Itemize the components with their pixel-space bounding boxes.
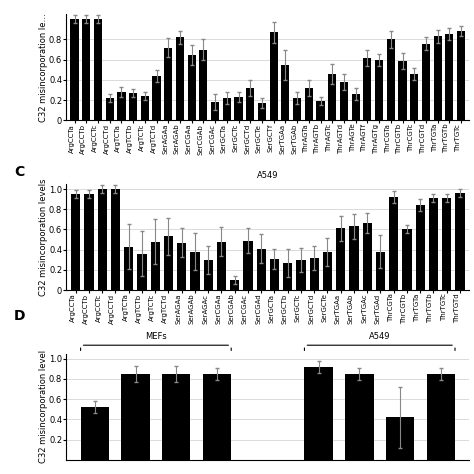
Bar: [153, 76, 161, 120]
Bar: [121, 374, 150, 460]
Text: MEFs: MEFs: [145, 332, 167, 341]
Bar: [84, 194, 93, 290]
Bar: [345, 374, 374, 460]
Bar: [336, 228, 346, 290]
Bar: [124, 246, 133, 290]
Bar: [293, 98, 301, 120]
Bar: [310, 258, 319, 290]
Bar: [71, 194, 80, 290]
Bar: [305, 88, 313, 120]
Bar: [317, 101, 325, 120]
Bar: [137, 254, 146, 290]
Bar: [352, 94, 360, 120]
Bar: [106, 98, 114, 120]
Bar: [270, 32, 278, 120]
Bar: [387, 39, 395, 120]
Bar: [296, 260, 306, 290]
Bar: [129, 93, 137, 120]
Bar: [402, 229, 411, 290]
Text: A549: A549: [257, 171, 279, 180]
Bar: [177, 243, 186, 290]
Bar: [281, 65, 290, 120]
Bar: [98, 189, 107, 290]
Bar: [340, 82, 348, 120]
Bar: [410, 74, 419, 120]
Bar: [164, 47, 173, 120]
Bar: [246, 88, 255, 120]
Bar: [176, 37, 184, 120]
Bar: [223, 98, 231, 120]
Bar: [141, 96, 149, 120]
Bar: [283, 263, 292, 290]
Bar: [386, 417, 414, 460]
Bar: [427, 374, 455, 460]
Bar: [304, 367, 333, 460]
Bar: [151, 242, 160, 290]
Text: C: C: [14, 165, 24, 179]
Y-axis label: C32 misincorporation level: C32 misincorporation level: [38, 350, 47, 463]
Bar: [349, 227, 359, 290]
Text: A549: A549: [369, 332, 391, 341]
Bar: [328, 74, 337, 120]
Bar: [94, 19, 102, 120]
Bar: [199, 50, 208, 120]
Bar: [203, 374, 231, 460]
Bar: [363, 223, 372, 290]
Bar: [457, 31, 465, 120]
Bar: [363, 58, 372, 120]
Bar: [71, 19, 79, 120]
Bar: [82, 19, 91, 120]
Bar: [230, 280, 239, 290]
Y-axis label: C32 misincorporation levels: C32 misincorporation levels: [38, 178, 47, 296]
Bar: [188, 55, 196, 120]
Bar: [217, 242, 226, 290]
Bar: [243, 240, 253, 290]
Bar: [164, 237, 173, 290]
Bar: [162, 374, 191, 460]
Bar: [375, 60, 383, 120]
Bar: [429, 198, 438, 290]
Bar: [235, 97, 243, 120]
Bar: [256, 249, 266, 290]
Bar: [258, 103, 266, 120]
Text: D: D: [14, 309, 26, 323]
Bar: [117, 92, 126, 120]
Bar: [442, 198, 451, 290]
Bar: [434, 36, 442, 120]
Bar: [270, 259, 279, 290]
Bar: [422, 44, 430, 120]
Bar: [203, 260, 213, 290]
Bar: [81, 407, 109, 460]
Bar: [323, 252, 332, 290]
Bar: [111, 189, 120, 290]
Bar: [376, 252, 385, 290]
Bar: [445, 35, 454, 120]
Bar: [389, 197, 398, 290]
Bar: [416, 205, 425, 290]
Bar: [399, 61, 407, 120]
Bar: [190, 252, 200, 290]
Y-axis label: C32 misincorporation le…: C32 misincorporation le…: [38, 13, 47, 122]
Bar: [211, 102, 219, 120]
Bar: [456, 193, 465, 290]
